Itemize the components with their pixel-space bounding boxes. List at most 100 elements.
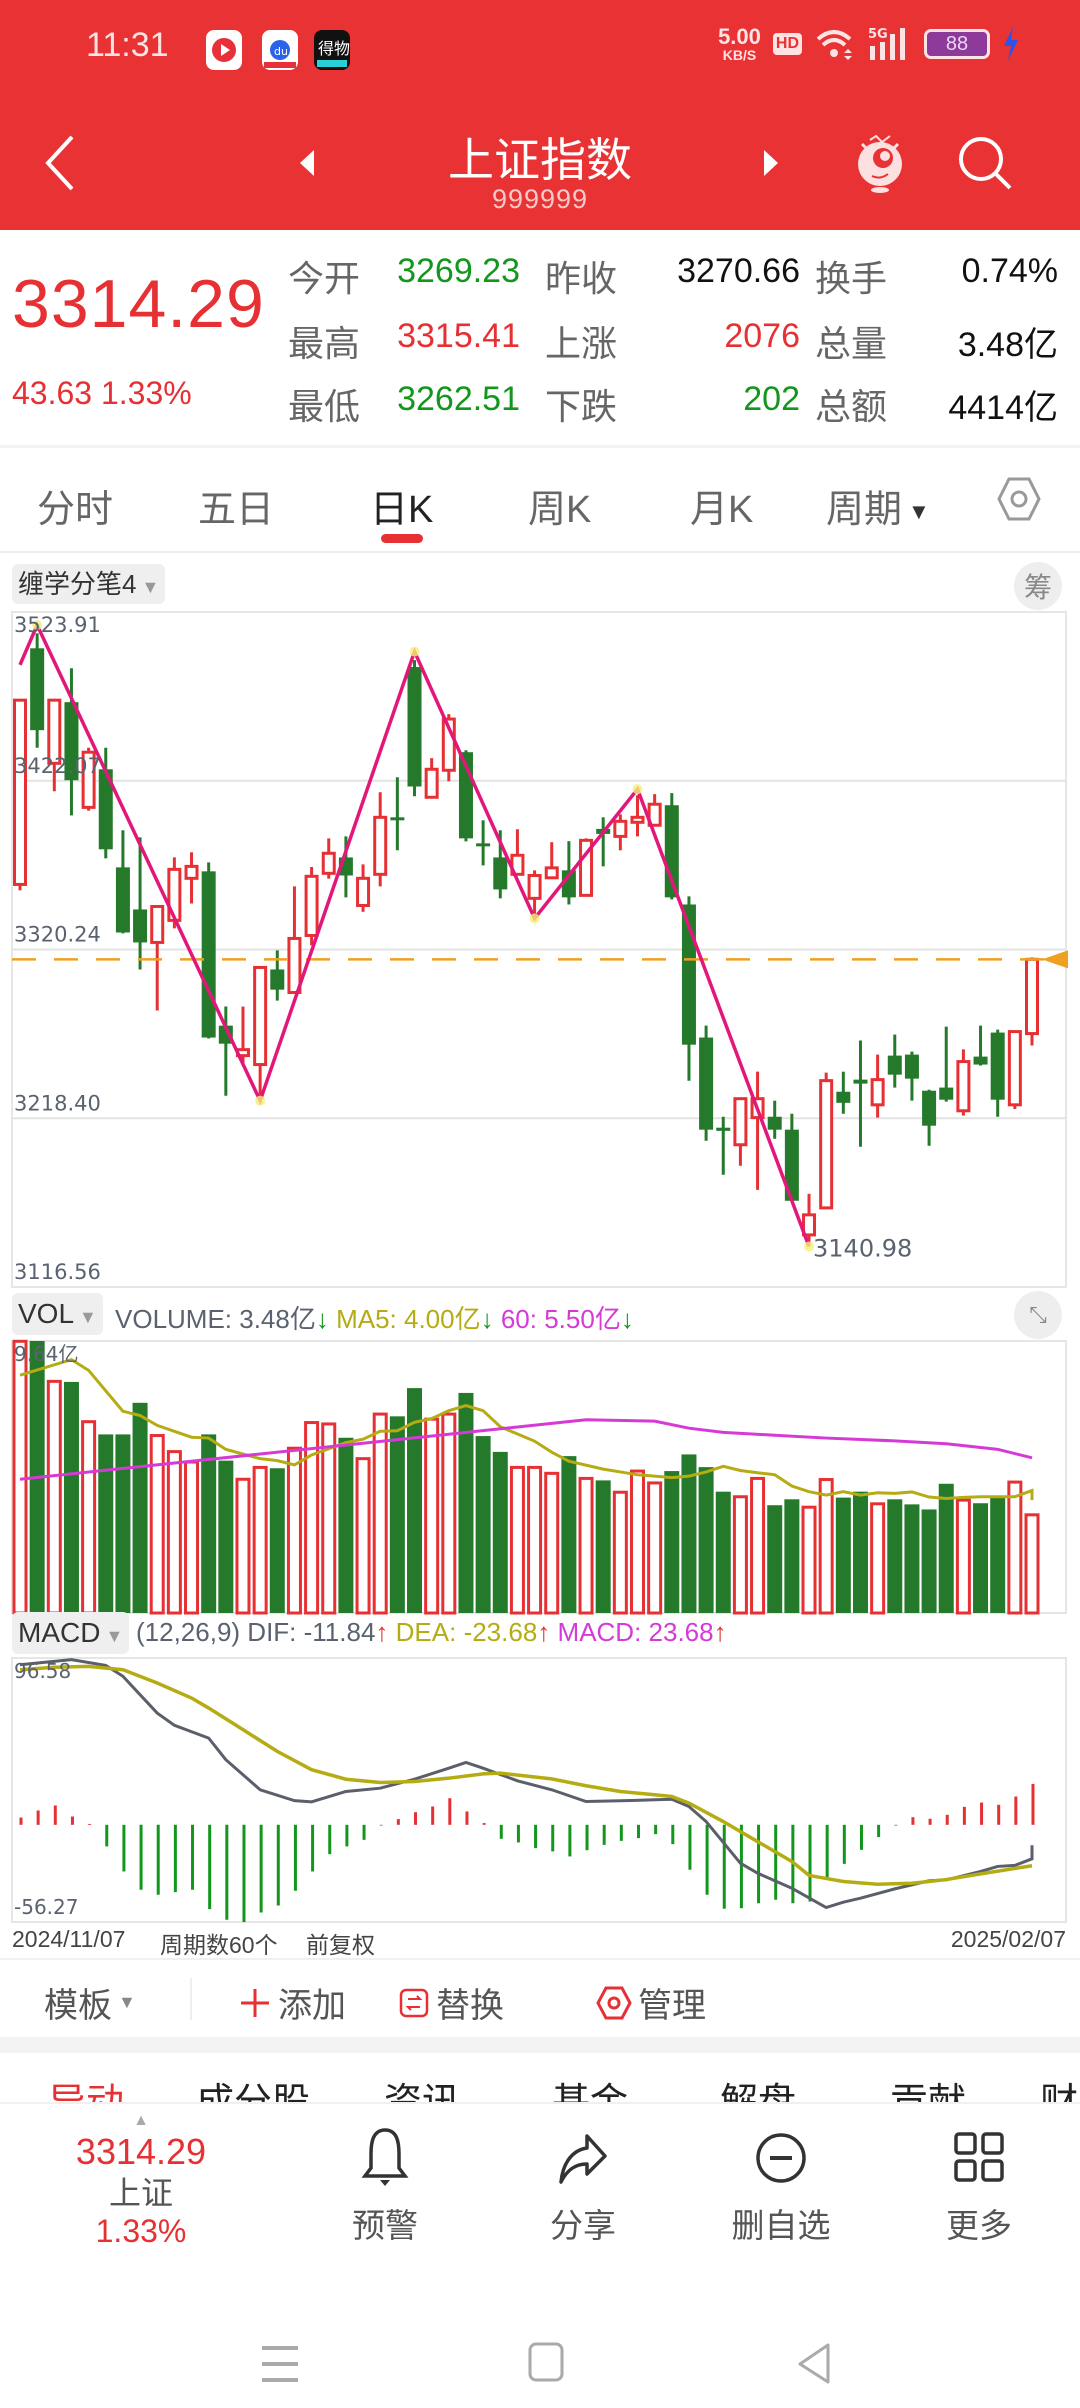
svg-text:3523.91: 3523.91	[14, 613, 101, 637]
dropdown-arrow-icon: ▼	[908, 498, 930, 524]
add-button[interactable]: 添加	[238, 1978, 346, 2027]
bottom-nav: ▲ 3314.29 上证 1.33% 预警 分享 删自选 更多	[0, 2102, 1080, 2249]
quote-value: 202	[743, 380, 800, 418]
settings-hex-icon	[596, 1986, 632, 2019]
quote-label: 总额	[815, 386, 888, 427]
quote-label: 最低	[288, 386, 361, 427]
svg-text:3140.98: 3140.98	[813, 1235, 912, 1263]
adjust-mode[interactable]: 前复权	[306, 1932, 375, 1958]
top-header: 11:31 du 得物 5.00 KB/S HD 5G 88 上证指数 9999…	[0, 0, 1080, 230]
quote-value: 3270.66	[677, 252, 800, 290]
svg-text:3218.40: 3218.40	[14, 1091, 101, 1115]
search-icon[interactable]	[956, 134, 1016, 194]
template-dropdown[interactable]: 模板 ▼	[44, 1987, 136, 2025]
expand-icon[interactable]: ⤡	[1014, 1291, 1062, 1339]
tab-period-dropdown[interactable]: 周期 ▼	[826, 489, 930, 531]
tab-movement[interactable]: 异动	[48, 2071, 124, 2102]
content-tabs: 异动 成分股 资讯 基金 解盘 贡献 财	[0, 2053, 1080, 2102]
next-stock-icon[interactable]	[760, 148, 780, 178]
recent-apps-icon[interactable]	[262, 2344, 298, 2384]
vol-indicator-selector[interactable]: VOL ▼	[12, 1293, 103, 1335]
video-app-icon	[206, 30, 242, 70]
replace-button[interactable]: 替换	[398, 1978, 504, 2027]
quote-label: 最高	[288, 323, 361, 364]
quote-label: 总量	[815, 323, 888, 364]
tab-monthly-k[interactable]: 月K	[690, 489, 754, 531]
baidu-app-icon: du	[262, 30, 298, 70]
wifi-icon	[816, 30, 852, 60]
up-arrow-icon: ▲	[133, 2112, 149, 2129]
svg-text:5G: 5G	[868, 27, 888, 42]
mascot-icon[interactable]	[850, 130, 910, 196]
tab-daily-k[interactable]: 日K	[370, 489, 434, 531]
quote-label: 换手	[815, 258, 888, 299]
status-icons: 5.00 KB/S HD 5G 88	[718, 26, 1020, 62]
quote-panel: 3314.29 43.63 1.33% 今开 3269.23 昨收 3270.66 换手…	[0, 230, 1080, 445]
home-icon[interactable]	[528, 2342, 566, 2384]
indicator-toolbar: 模板 ▼ 添加 替换 管理	[0, 1958, 1080, 2038]
tab-finance[interactable]: 财	[1040, 2071, 1078, 2102]
tab-weekly-k[interactable]: 周K	[528, 489, 592, 531]
bell-icon	[361, 2128, 409, 2186]
dropdown-arrow-icon: ▼	[118, 1992, 136, 2012]
svg-text:得物: 得物	[318, 39, 350, 58]
period-tabs: 分时 五日 日K 周K 月K 周期 ▼	[0, 445, 1080, 553]
chip-distribution-button[interactable]: 筹	[1014, 562, 1062, 610]
more-button[interactable]: 更多	[904, 2104, 1054, 2247]
divider	[190, 1978, 192, 2020]
tab-contribution[interactable]: 贡献	[890, 2071, 966, 2102]
active-tab-indicator	[381, 534, 423, 543]
macd-indicator-selector[interactable]: MACD ▼	[12, 1612, 130, 1654]
quote-label: 今开	[288, 258, 361, 299]
current-price: 3314.29	[12, 266, 265, 342]
manage-button[interactable]: 管理	[596, 1978, 706, 2027]
quote-value: 3262.51	[397, 380, 520, 418]
tab-funds[interactable]: 基金	[552, 2071, 628, 2102]
svg-text:-56.27: -56.27	[14, 1895, 78, 1919]
vol-legend: VOLUME: 3.48亿↓ MA5: 4.00亿↓ 60: 5.50亿↓	[115, 1304, 634, 1334]
system-nav-bar	[0, 2300, 1080, 2408]
main-indicator-selector[interactable]: 缠学分笔4 ▼	[12, 564, 166, 604]
quote-value: 3315.41	[397, 317, 520, 355]
end-date: 2025/02/07	[950, 1926, 1066, 1952]
quote-label: 上涨	[545, 323, 618, 364]
swap-icon	[399, 1988, 429, 2017]
svg-text:3320.24: 3320.24	[14, 923, 101, 947]
svg-text:96.58: 96.58	[14, 1659, 71, 1683]
grid-more-icon	[954, 2132, 1004, 2182]
settings-hex-icon[interactable]	[996, 476, 1042, 522]
tab-five-day[interactable]: 五日	[198, 489, 275, 531]
charging-icon	[1004, 27, 1018, 61]
price-change: 43.63 1.33%	[12, 375, 192, 411]
remove-watchlist-button[interactable]: 删自选	[706, 2104, 856, 2247]
alert-button[interactable]: 预警	[310, 2104, 460, 2247]
kline-charts[interactable]: 3523.91 3422.07 3320.24 3218.40 3116.56 3140.…	[0, 0, 1080, 1960]
quote-value: 0.74%	[961, 252, 1058, 290]
page-title: 上证指数	[448, 134, 632, 186]
dewu-app-icon: 得物	[314, 30, 350, 70]
start-date: 2024/11/07	[12, 1926, 126, 1952]
quote-value: 4414亿	[948, 389, 1058, 427]
back-nav-icon[interactable]	[794, 2342, 834, 2386]
macd-legend: (12,26,9) DIF: -11.84↑ DEA: -23.68↑ MACD…	[136, 1617, 727, 1647]
share-button[interactable]: 分享	[508, 2104, 658, 2247]
tab-constituents[interactable]: 成分股	[196, 2071, 310, 2102]
dropdown-arrow-icon: ▼	[136, 577, 160, 597]
period-count: 周期数60个	[160, 1932, 278, 1958]
tab-news[interactable]: 资讯	[384, 2071, 460, 2102]
quote-value: 3269.23	[397, 252, 520, 290]
svg-text:3116.56: 3116.56	[14, 1260, 101, 1284]
prev-stock-icon[interactable]	[298, 148, 318, 178]
signal-5g-icon: 5G	[868, 27, 905, 60]
dropdown-arrow-icon: ▼	[74, 1307, 97, 1327]
stock-code: 999999	[491, 184, 589, 214]
price-summary[interactable]: ▲ 3314.29 上证 1.33%	[66, 2112, 216, 2250]
tab-analysis[interactable]: 解盘	[720, 2071, 796, 2102]
quote-label: 下跌	[545, 386, 618, 427]
back-icon[interactable]	[42, 133, 78, 193]
plus-icon	[241, 1988, 269, 2017]
tab-intraday[interactable]: 分时	[37, 489, 114, 531]
share-icon	[559, 2134, 607, 2184]
svg-text:du: du	[274, 45, 288, 58]
